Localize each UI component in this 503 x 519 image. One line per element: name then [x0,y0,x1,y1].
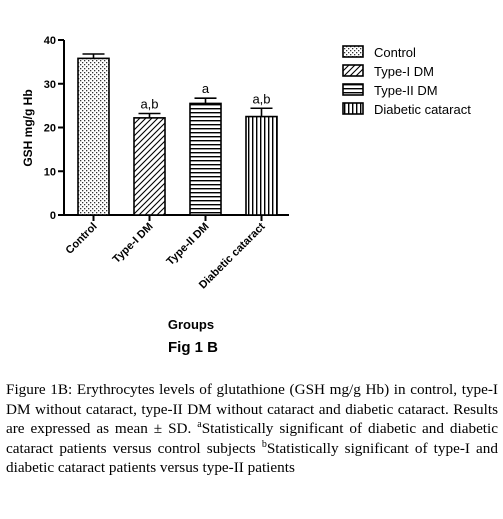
legend-label: Control [374,45,416,60]
legend-swatch [342,45,364,58]
legend-label: Diabetic cataract [374,102,471,117]
legend-label: Type-II DM [374,83,438,98]
legend-swatch [342,64,364,77]
y-tick-label: 30 [44,79,56,91]
bar-3 [245,115,278,216]
y-axis-label: GSH mg/g Hb [21,89,35,166]
figure-caption: Figure 1B: Erythrocytes levels of glutat… [6,380,498,478]
significance-label: a [202,81,210,96]
caption-text: Erythrocytes levels of glutathione (GSH … [6,381,498,437]
y-tick-label: 10 [44,166,56,178]
x-tick-label: Type-I DM [111,221,156,266]
note-a-text: Statistically significant of diabetic an… [6,420,498,457]
y-tick-label: 20 [44,123,56,135]
bar-2 [189,102,222,216]
note-a-mark: a [197,418,202,430]
legend-swatch [342,83,364,96]
legend-label: Type-I DM [374,64,434,79]
significance-label: a,b [140,97,158,112]
bar-0 [77,57,110,216]
caption-prefix: Figure 1B: [6,381,73,398]
bars: a,b a a,b [77,53,278,216]
legend: Control Type-I DM Type-II DM Diabetic catar… [342,45,471,117]
x-tick-label: Type-II DM [164,221,211,268]
note-b-mark: b [261,438,267,450]
x-axis-label: Groups [168,317,214,332]
figure-label: Fig 1 B [168,339,218,356]
bar-1 [133,117,166,216]
y-axis: 0 10 20 30 40 [44,35,65,222]
significance-label: a,b [252,91,270,106]
y-tick-label: 40 [44,35,56,47]
note-b-text: Statistically significant of type-I and … [6,439,498,477]
y-tick-label: 0 [50,210,56,222]
x-tick-label: Control [63,221,99,257]
legend-swatch [342,102,364,115]
